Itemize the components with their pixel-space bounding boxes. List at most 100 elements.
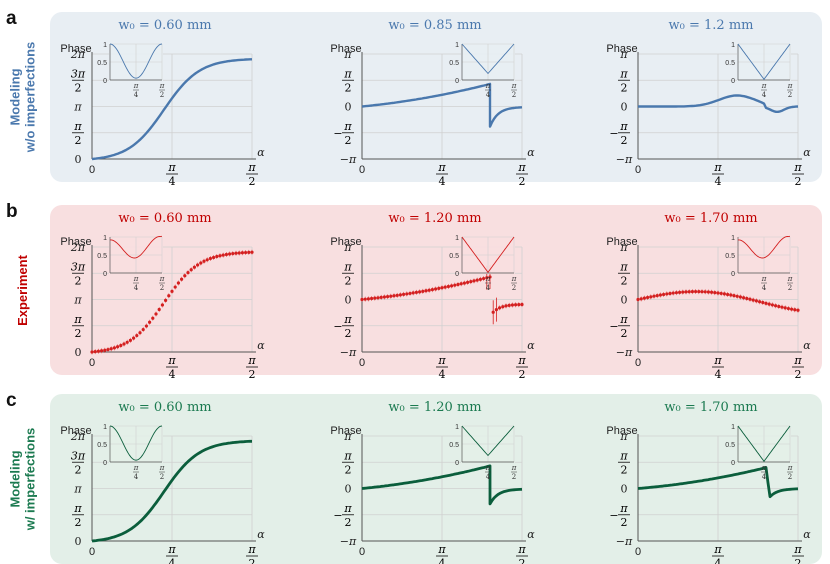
- x-tick-label: π2: [792, 161, 804, 188]
- svg-text:2: 2: [249, 557, 256, 564]
- data-point: [151, 316, 155, 320]
- x-axis-label: α: [257, 528, 265, 541]
- svg-text:π: π: [437, 543, 446, 556]
- data-point: [507, 303, 511, 307]
- svg-text:π: π: [73, 120, 82, 133]
- data-point: [430, 288, 434, 292]
- y-tick-label: π: [343, 48, 352, 61]
- x-tick-label: 0: [89, 357, 95, 369]
- data-point: [443, 285, 447, 289]
- data-point: [466, 280, 470, 284]
- data-point: [761, 300, 765, 305]
- panel-letter: a: [6, 8, 17, 29]
- x-axis-label: α: [527, 528, 535, 541]
- y-tick-label: π: [73, 101, 82, 114]
- inset-y-tick-label: 0: [103, 78, 107, 85]
- data-point: [183, 274, 187, 278]
- data-point: [514, 303, 518, 307]
- svg-text:4: 4: [439, 175, 446, 188]
- y-tick-label: 0: [345, 101, 352, 114]
- svg-text:π: π: [343, 313, 352, 326]
- y-tick-label: π2: [618, 67, 630, 94]
- svg-text:−: −: [333, 320, 342, 333]
- data-point: [491, 310, 495, 314]
- inset-x-tick-den: 2: [512, 284, 516, 292]
- chart-title: w₀ = 1.70 mm: [664, 400, 757, 415]
- data-point: [668, 291, 672, 296]
- y-axis-label: Phase: [606, 425, 637, 437]
- y-tick-label: 2π: [70, 48, 86, 61]
- data-point: [212, 255, 216, 260]
- data-point: [446, 284, 450, 289]
- svg-text:π: π: [619, 67, 628, 80]
- inset-y-tick-label: 0: [731, 78, 735, 85]
- svg-text:4: 4: [715, 368, 722, 381]
- data-point: [437, 286, 441, 291]
- y-tick-label: 2π: [70, 241, 86, 254]
- inset-x-tick-den: 2: [160, 473, 164, 481]
- svg-text:π: π: [619, 449, 628, 462]
- y-tick-label: 0: [621, 101, 628, 114]
- x-tick-label: π4: [166, 161, 178, 188]
- data-point: [440, 286, 444, 290]
- data-point: [116, 345, 120, 349]
- y-tick-label: 0: [75, 346, 82, 359]
- chart-title: w₀ = 1.20 mm: [388, 211, 481, 226]
- inset-x-tick-num: π: [761, 82, 767, 90]
- y-tick-label: 3π2: [71, 449, 86, 476]
- svg-text:2: 2: [519, 175, 526, 188]
- data-point: [132, 336, 136, 340]
- inset-x-tick-num: π: [485, 275, 491, 283]
- inset-x-tick-den: 2: [788, 473, 792, 481]
- series-line: [91, 58, 252, 161]
- data-point: [434, 287, 438, 291]
- y-tick-label: π2−: [609, 502, 630, 529]
- inset-series-line: [461, 425, 515, 457]
- svg-text:2: 2: [345, 327, 352, 340]
- data-point: [649, 295, 653, 299]
- data-point: [790, 307, 794, 311]
- svg-text:π: π: [343, 449, 352, 462]
- data-point: [726, 292, 730, 297]
- svg-text:π: π: [517, 354, 526, 367]
- y-tick-label: π2: [72, 120, 84, 147]
- data-point: [735, 294, 739, 298]
- data-point: [639, 297, 643, 301]
- y-tick-label: −π: [616, 535, 633, 548]
- data-point: [700, 290, 704, 294]
- data-point: [469, 280, 473, 284]
- data-point: [363, 297, 367, 301]
- svg-text:4: 4: [439, 368, 446, 381]
- data-point: [128, 338, 132, 342]
- inset-x-tick-den: 4: [486, 284, 491, 292]
- y-axis-label: Phase: [330, 236, 361, 248]
- data-point: [112, 346, 116, 350]
- data-point: [138, 331, 142, 335]
- data-point: [173, 285, 177, 289]
- inset-x-tick-num: π: [511, 464, 517, 472]
- data-point: [767, 302, 771, 306]
- inset-y-tick-label: 0.5: [725, 60, 735, 67]
- data-point: [520, 302, 524, 307]
- inset-y-tick-label: 1: [103, 235, 107, 242]
- data-point: [796, 308, 800, 312]
- data-point: [392, 294, 396, 298]
- svg-text:3π: 3π: [71, 260, 86, 273]
- inset-series-line: [461, 236, 515, 274]
- svg-text:4: 4: [169, 368, 176, 381]
- y-tick-label: π: [73, 483, 82, 496]
- inset-x-tick-den: 4: [134, 284, 139, 292]
- svg-text:π: π: [517, 161, 526, 174]
- svg-text:2: 2: [345, 134, 352, 147]
- data-point: [706, 290, 711, 294]
- inset-y-tick-label: 0: [731, 460, 735, 467]
- data-point: [196, 263, 200, 267]
- y-tick-label: 0: [75, 153, 82, 166]
- data-point: [456, 282, 460, 287]
